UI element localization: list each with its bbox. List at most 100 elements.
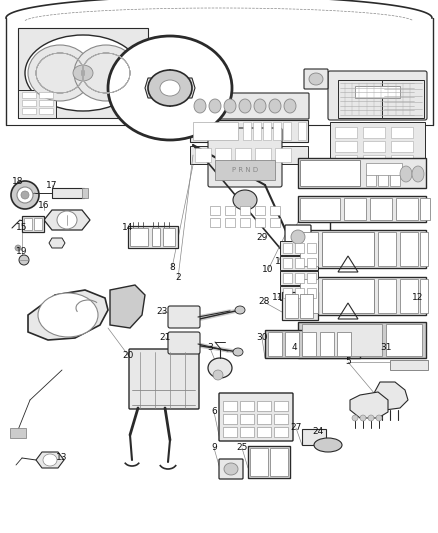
Bar [152, 228, 160, 246]
Bar [34, 218, 42, 230]
Bar [300, 279, 318, 313]
Ellipse shape [254, 99, 266, 113]
Text: 31: 31 [380, 343, 392, 352]
Bar [285, 294, 298, 318]
Bar [320, 332, 334, 356]
Bar [295, 288, 304, 298]
Bar [298, 230, 426, 268]
Text: 30: 30 [256, 334, 268, 343]
Ellipse shape [213, 370, 223, 380]
Bar [195, 148, 211, 162]
Ellipse shape [25, 35, 141, 111]
Polygon shape [36, 452, 64, 468]
Bar [363, 155, 385, 166]
Bar [190, 120, 308, 142]
Bar [283, 258, 292, 268]
Bar [378, 232, 396, 266]
Bar [240, 427, 254, 437]
Bar [273, 122, 281, 140]
Bar [307, 273, 316, 283]
Ellipse shape [284, 99, 296, 113]
FancyBboxPatch shape [219, 459, 243, 479]
Ellipse shape [19, 255, 29, 265]
Bar [330, 122, 425, 170]
Bar [225, 206, 235, 215]
Bar [270, 206, 280, 215]
Bar [223, 401, 237, 411]
Bar [300, 294, 313, 318]
Bar [257, 401, 271, 411]
Bar [307, 258, 316, 268]
Ellipse shape [43, 454, 57, 466]
Ellipse shape [108, 36, 232, 140]
Bar [223, 414, 237, 424]
Text: 15: 15 [16, 223, 28, 232]
Bar [274, 414, 288, 424]
Bar [39, 100, 53, 106]
Bar [225, 218, 235, 227]
FancyBboxPatch shape [168, 332, 200, 354]
Text: 28: 28 [258, 297, 270, 306]
Text: 16: 16 [38, 200, 50, 209]
Bar [400, 279, 418, 313]
Ellipse shape [233, 190, 257, 210]
Bar [298, 122, 306, 140]
Bar [378, 279, 396, 313]
Bar [280, 286, 318, 300]
Ellipse shape [15, 245, 21, 251]
Bar [39, 108, 53, 114]
Bar [337, 332, 351, 356]
Bar [190, 146, 308, 164]
Bar [298, 277, 426, 315]
Bar [382, 80, 424, 118]
Bar [391, 127, 413, 138]
Bar [390, 174, 400, 186]
Text: 23: 23 [156, 308, 168, 317]
Ellipse shape [160, 80, 180, 96]
Bar [335, 127, 357, 138]
Bar [307, 288, 316, 298]
Text: 4: 4 [291, 343, 297, 352]
Bar [363, 141, 385, 152]
Ellipse shape [21, 191, 29, 199]
FancyBboxPatch shape [189, 93, 309, 119]
Ellipse shape [209, 99, 221, 113]
Bar [300, 160, 360, 186]
Bar [283, 243, 292, 253]
Text: 18: 18 [12, 177, 24, 187]
Bar [18, 28, 148, 118]
Bar [420, 279, 428, 313]
Bar [268, 332, 282, 356]
Ellipse shape [376, 415, 382, 421]
Bar [283, 288, 292, 298]
Bar [215, 160, 275, 180]
Text: 10: 10 [262, 265, 274, 274]
Bar [257, 414, 271, 424]
Text: 27: 27 [290, 424, 302, 432]
Bar [282, 292, 318, 320]
Bar [240, 218, 250, 227]
Bar [255, 206, 265, 215]
Bar [322, 279, 374, 313]
Ellipse shape [235, 306, 245, 314]
Bar [322, 232, 374, 266]
Bar [257, 427, 271, 437]
Text: 5: 5 [345, 358, 351, 367]
Polygon shape [28, 290, 108, 340]
Text: 25: 25 [237, 443, 247, 453]
Bar [302, 324, 382, 356]
Ellipse shape [224, 99, 236, 113]
FancyBboxPatch shape [168, 306, 200, 328]
Bar [82, 188, 88, 198]
Bar [391, 155, 413, 166]
Bar [363, 127, 385, 138]
Ellipse shape [400, 166, 412, 182]
Ellipse shape [57, 211, 77, 229]
Text: 24: 24 [312, 427, 324, 437]
Bar [240, 401, 254, 411]
Bar [24, 218, 32, 230]
Polygon shape [44, 210, 90, 230]
Bar [274, 401, 288, 411]
Bar [302, 429, 326, 445]
Text: 14: 14 [122, 223, 134, 232]
